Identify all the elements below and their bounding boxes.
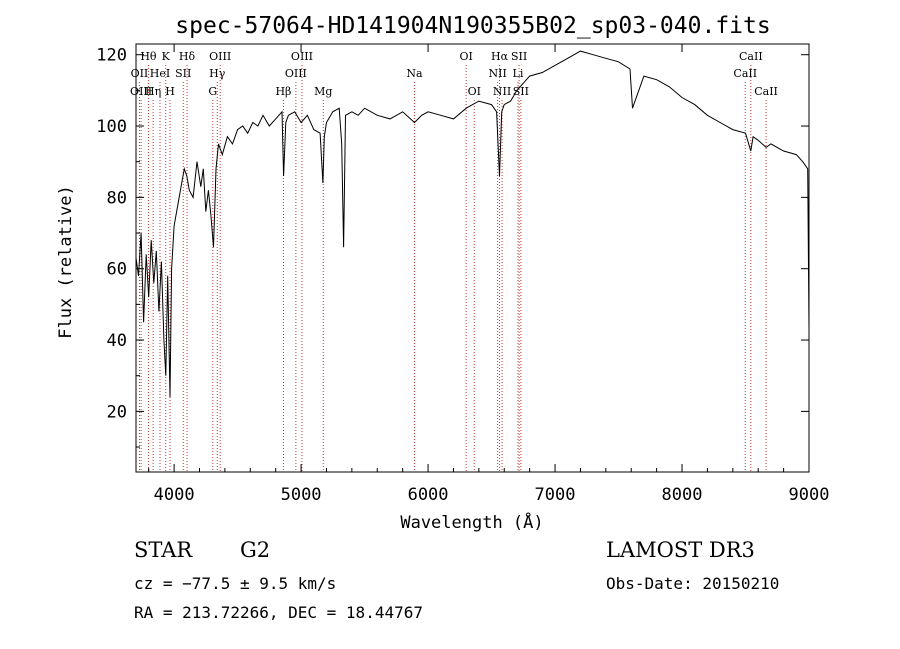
line-label-21: NII — [493, 85, 511, 98]
x-axis-label: Wavelength (Å) — [400, 511, 543, 533]
y-tick-label-1: 40 — [107, 331, 127, 351]
y-tick-label-5: 120 — [96, 46, 127, 66]
line-label-1: OII — [131, 67, 149, 80]
survey-name: LAMOST DR3 — [606, 538, 755, 562]
line-label-16: Na — [406, 67, 423, 80]
line-label-22: SII — [511, 50, 527, 63]
coordinates: RA = 213.72266, DEC = 18.44767 — [134, 603, 423, 622]
emission-line-markers — [138, 65, 767, 472]
line-label-14: OIII — [291, 50, 313, 63]
y-tick-label-3: 80 — [107, 188, 127, 208]
plot-frame — [135, 43, 810, 473]
line-label-7: SII — [175, 67, 191, 80]
chart-title: spec-57064-HD141904N190355B02_sp03-040.f… — [175, 13, 770, 39]
x-tick-label-0: 4000 — [154, 485, 195, 505]
line-label-19: Hα — [491, 50, 509, 63]
observation-date: Obs-Date: 20150210 — [606, 574, 780, 593]
line-label-5: K — [162, 50, 171, 63]
x-tick-label-5: 9000 — [789, 485, 830, 505]
spectrum-chart: spec-57064-HD141904N190355B02_sp03-040.f… — [56, 13, 830, 533]
line-label-26: CaII — [733, 67, 757, 80]
line-label-10: Hγ — [209, 67, 226, 80]
x-tick-label-1: 5000 — [281, 485, 322, 505]
line-label-27: CaII — [754, 85, 778, 98]
line-label-17: OI — [459, 50, 472, 63]
y-tick-label-2: 60 — [107, 260, 127, 280]
line-label-23: Li — [513, 67, 524, 80]
line-label-4: HeI — [150, 67, 170, 80]
x-tick-label-4: 8000 — [662, 485, 703, 505]
line-label-18: OI — [468, 85, 481, 98]
line-label-3: Hη — [145, 85, 161, 98]
line-label-8: Hδ — [179, 50, 196, 63]
line-label-15: Mg — [314, 85, 332, 98]
x-tick-label-3: 7000 — [535, 485, 576, 505]
line-label-20: NII — [488, 67, 506, 80]
line-label-13: OIII — [285, 67, 307, 80]
x-tick-label-2: 6000 — [408, 485, 449, 505]
y-tick-label-4: 100 — [96, 117, 127, 137]
y-axis-label: Flux (relative) — [56, 185, 76, 339]
line-label-11: G — [208, 85, 217, 98]
x-axis-ticks: 4000 5000 6000 7000 8000 9000 — [148, 44, 830, 505]
line-label-12: Hβ — [275, 85, 291, 98]
spectrum-line — [135, 50, 810, 398]
y-tick-label-0: 20 — [107, 402, 127, 422]
redshift-velocity: cz = −77.5 ± 9.5 km/s — [134, 574, 337, 593]
line-label-6: H — [165, 85, 175, 98]
line-label-0: Hθ — [140, 50, 157, 63]
line-label-24: SII — [513, 85, 529, 98]
line-label-9: OIII — [209, 50, 231, 63]
y-axis-ticks: 20 40 60 80 100 120 — [96, 46, 809, 448]
object-type: STAR — [134, 538, 193, 562]
line-label-25: CaII — [739, 50, 763, 63]
object-subclass: G2 — [240, 538, 271, 562]
